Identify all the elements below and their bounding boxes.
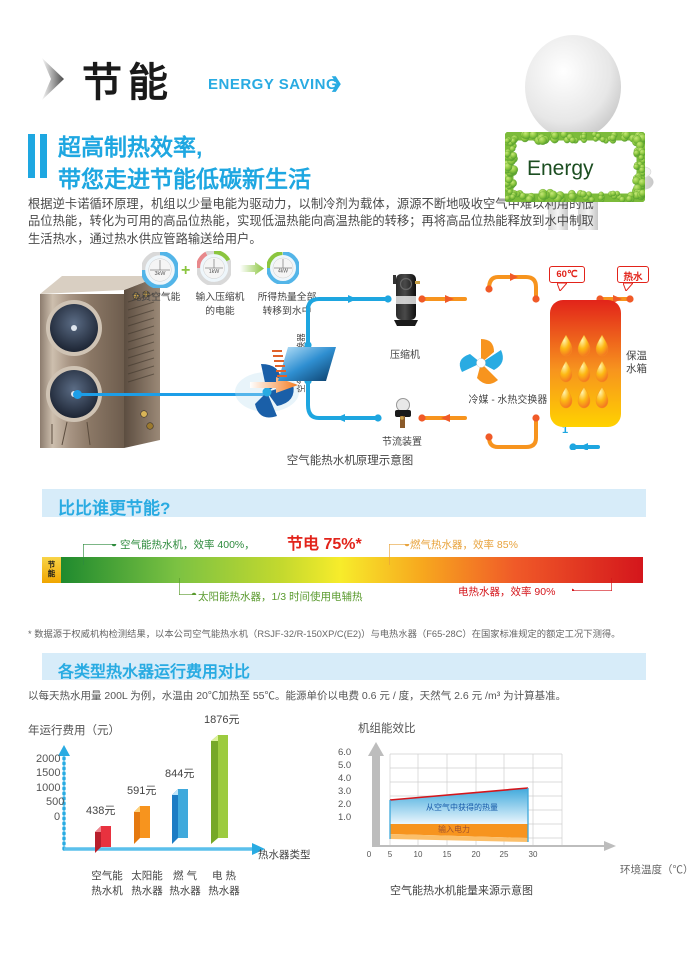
svg-text:15: 15 — [443, 850, 452, 859]
svg-text:5: 5 — [388, 850, 393, 859]
svg-text:3kW: 3kW — [155, 271, 167, 277]
svg-text:0: 0 — [367, 850, 372, 859]
svg-text:1kW: 1kW — [209, 269, 220, 275]
svg-text:30: 30 — [529, 850, 538, 859]
svg-text:4kW: 4kW — [278, 269, 288, 275]
svg-text:20: 20 — [472, 850, 481, 859]
svg-text:10: 10 — [414, 850, 423, 859]
svg-text:冷媒 - 水热交换器: 冷媒 - 水热交换器 — [469, 393, 548, 406]
svg-text:25: 25 — [500, 850, 509, 859]
svg-text:节流装置: 节流装置 — [382, 435, 422, 448]
svg-text:从空气中获得的热量: 从空气中获得的热量 — [426, 802, 498, 812]
svg-text:Energy: Energy — [527, 157, 594, 180]
svg-text:压缩机: 压缩机 — [390, 348, 420, 361]
svg-text:输入电力: 输入电力 — [438, 824, 470, 834]
